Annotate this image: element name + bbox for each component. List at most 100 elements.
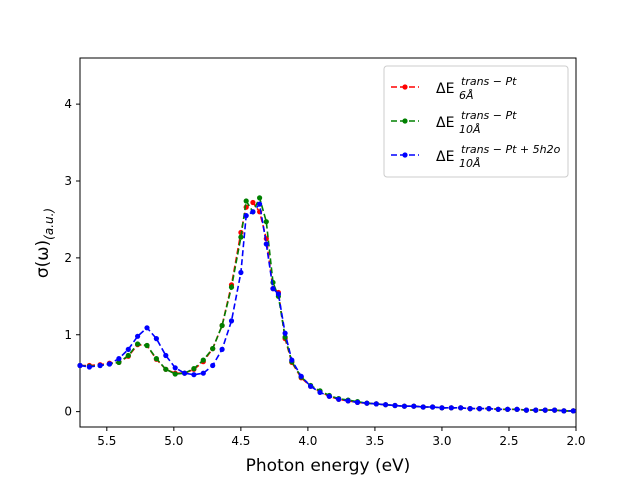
data-point	[238, 234, 244, 240]
data-point	[243, 198, 249, 204]
data-point	[523, 407, 530, 413]
y-axis-label-subscript: (a.u.)	[42, 208, 56, 240]
data-point	[467, 406, 473, 412]
data-point	[153, 356, 159, 362]
data-point	[200, 370, 206, 376]
data-point	[219, 322, 225, 329]
data-point	[495, 406, 501, 412]
legend-label-subscript: 10Å	[459, 157, 481, 170]
series-3	[77, 201, 576, 414]
data-point	[250, 199, 256, 206]
x-axis-label: Photon energy (eV)	[246, 456, 411, 476]
data-point	[486, 406, 492, 412]
legend-swatch-marker	[402, 118, 408, 124]
data-point	[336, 396, 342, 402]
x-tick-label: 4.0	[298, 434, 317, 448]
data-point	[298, 373, 304, 379]
data-point	[144, 342, 150, 349]
data-point	[364, 400, 370, 406]
data-point	[77, 362, 83, 369]
data-point	[514, 406, 520, 412]
data-point	[345, 398, 351, 404]
x-tick-label: 3.0	[432, 434, 451, 448]
x-tick-label: 3.5	[365, 434, 384, 448]
legend-label-superscript: trans − Pt	[461, 109, 517, 122]
data-point	[250, 209, 256, 215]
data-point	[420, 404, 426, 410]
data-point	[153, 336, 159, 342]
legend-label-superscript: trans − Pt	[461, 75, 517, 88]
data-point	[476, 406, 483, 412]
data-point	[354, 399, 361, 405]
y-axis-ticks: 0 1 2 3 4	[64, 97, 80, 419]
data-point	[135, 333, 141, 339]
data-point	[219, 346, 225, 352]
legend-box	[383, 65, 569, 178]
data-point	[317, 389, 323, 395]
data-point	[270, 286, 276, 292]
data-point	[116, 359, 122, 365]
data-point	[144, 325, 150, 331]
x-tick-label: 5.0	[164, 434, 183, 448]
data-point	[86, 364, 92, 370]
data-point	[448, 405, 454, 411]
data-point	[243, 213, 249, 219]
data-point	[308, 383, 314, 389]
data-point	[191, 366, 197, 372]
data-point	[411, 403, 417, 409]
legend-label: ΔE	[436, 149, 454, 165]
data-point	[257, 195, 263, 201]
data-point	[373, 401, 379, 407]
data-point	[257, 201, 263, 207]
data-point	[172, 371, 178, 377]
data-point	[172, 365, 178, 371]
data-point	[326, 393, 332, 399]
data-point	[106, 361, 113, 367]
x-tick-label: 5.5	[97, 434, 116, 448]
y-tick-label: 3	[64, 174, 72, 188]
data-point	[561, 408, 567, 414]
y-tick-label: 0	[64, 405, 72, 419]
data-point	[163, 352, 169, 359]
data-point	[125, 352, 131, 359]
data-point	[125, 346, 131, 352]
data-point	[228, 318, 235, 324]
data-point	[263, 219, 269, 225]
x-axis-ticks: 5.5 5.0 4.5 4.0 3.5 3.0 2.5 2.0	[97, 427, 586, 448]
data-point	[383, 402, 389, 408]
data-point	[163, 366, 169, 372]
legend-label-superscript: trans − Pt + 5h2o	[461, 143, 561, 156]
data-point	[191, 372, 197, 378]
data-point	[238, 269, 244, 276]
data-point	[116, 356, 122, 362]
series-layer	[77, 195, 576, 414]
legend-label-subscript: 6Å	[459, 89, 474, 102]
data-point	[182, 370, 188, 376]
x-tick-label: 4.5	[231, 434, 250, 448]
legend-label: ΔE	[436, 115, 454, 131]
data-point	[392, 402, 398, 409]
data-point	[533, 407, 539, 413]
y-tick-label: 4	[64, 97, 72, 111]
legend-label-subscript: 10Å	[459, 123, 481, 136]
data-point	[200, 357, 206, 363]
y-tick-label: 1	[64, 328, 72, 342]
legend-swatch-marker	[402, 152, 408, 158]
data-point	[505, 406, 511, 412]
data-point	[263, 241, 269, 247]
data-point	[430, 404, 436, 410]
data-point	[552, 407, 558, 413]
data-point	[135, 341, 141, 347]
x-tick-label: 2.5	[499, 434, 518, 448]
data-point	[439, 405, 445, 411]
legend-swatch-marker	[402, 84, 408, 90]
x-tick-label: 2.0	[566, 434, 585, 448]
svg-text:σ(ω)(a.u.): σ(ω)(a.u.)	[33, 208, 56, 278]
data-point	[228, 284, 235, 290]
data-point	[570, 408, 576, 414]
data-point	[458, 405, 464, 411]
data-point	[542, 407, 548, 413]
data-point	[282, 330, 288, 336]
data-point	[289, 357, 295, 363]
data-point	[210, 346, 216, 352]
